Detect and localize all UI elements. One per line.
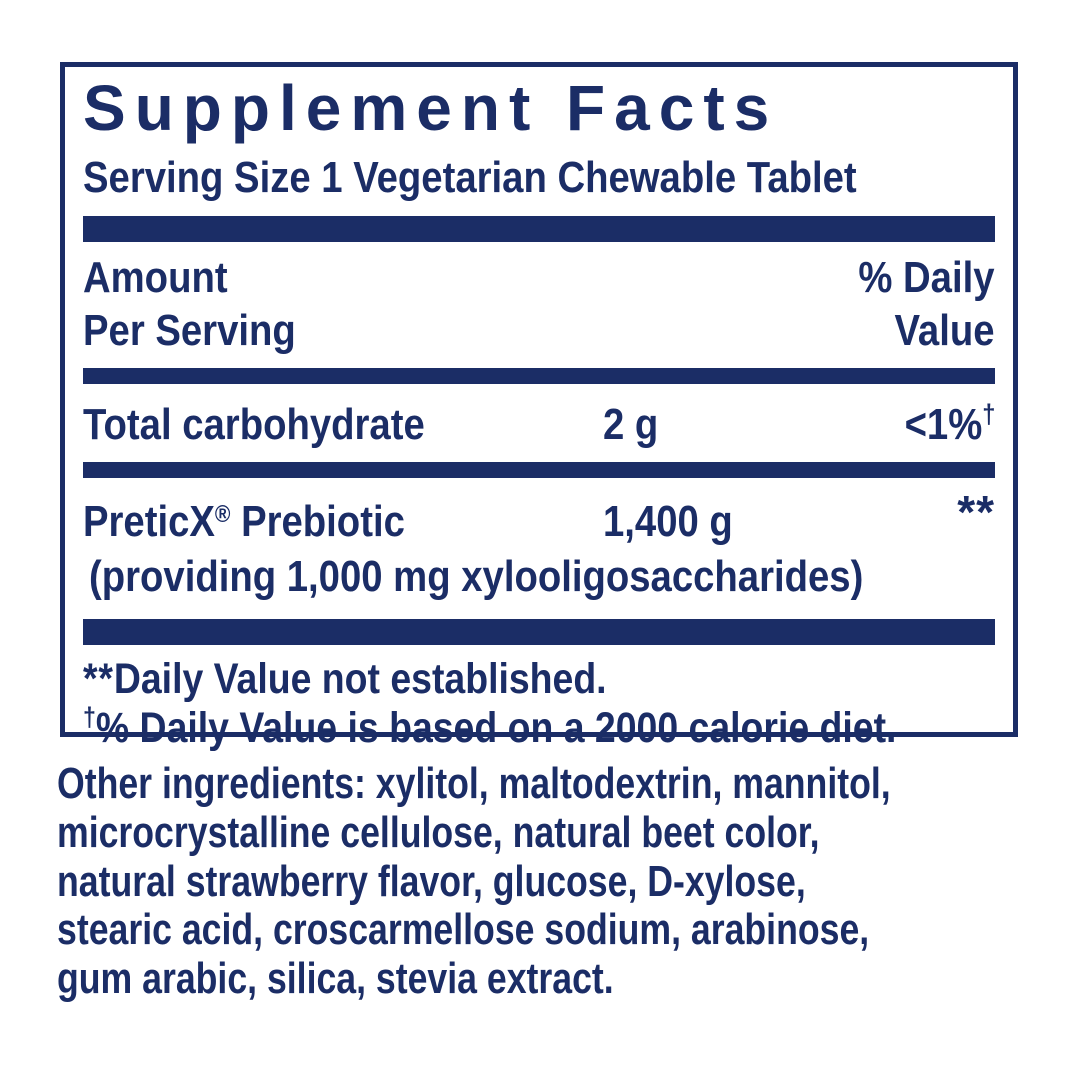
double-asterisk-mark: ** bbox=[83, 655, 114, 704]
amount-header-line1: Amount bbox=[83, 253, 228, 303]
divider-bar-thick-bottom bbox=[83, 619, 995, 646]
registered-trademark-mark: ® bbox=[214, 500, 231, 528]
supplement-facts-title: Supplement Facts bbox=[83, 72, 779, 144]
other-ingredients-paragraph: Other ingredients: xylitol, maltodextrin… bbox=[57, 759, 891, 1004]
daily-value-header: % Daily Value bbox=[859, 252, 995, 358]
dagger-mark: † bbox=[981, 397, 995, 429]
nutrient-amount-cell: 2 g bbox=[603, 399, 891, 449]
nutrient-name-cell: PreticX® Prebiotic bbox=[83, 496, 603, 546]
nutrient-name: PreticX® Prebiotic bbox=[83, 496, 405, 546]
amount-per-serving-header: Amount Per Serving bbox=[83, 252, 296, 358]
nutrient-dv: <1%† bbox=[904, 397, 995, 449]
footnote-text-wrap: **Daily Value not established. bbox=[83, 655, 607, 704]
nutrient-row-preticx: PreticX® Prebiotic 1,400 g ** bbox=[83, 488, 995, 546]
column-header-row: Amount Per Serving % Daily Value bbox=[83, 252, 995, 358]
nutrient-name: Total carbohydrate bbox=[83, 399, 425, 449]
footnote-text-wrap: †% Daily Value is based on a 2000 calori… bbox=[83, 702, 897, 753]
dagger-mark: † bbox=[83, 702, 96, 733]
dv-header-line1: % Daily bbox=[858, 253, 995, 303]
footnote-2000-calorie-diet: †% Daily Value is based on a 2000 calori… bbox=[83, 702, 995, 753]
dv-header-line2: Value bbox=[894, 305, 995, 355]
footnote-daily-value-not-established: **Daily Value not established. bbox=[83, 655, 995, 703]
nutrient-amount: 2 g bbox=[603, 399, 659, 449]
footnotes-block: **Daily Value not established. †% Daily … bbox=[83, 655, 995, 752]
nutrient-detail-line: (providing 1,000 mg xylooligosaccharides… bbox=[89, 555, 995, 599]
nutrient-row-preticx-wrap: PreticX® Prebiotic 1,400 g ** (providing… bbox=[83, 488, 995, 599]
divider-bar-thick-top bbox=[83, 216, 995, 243]
divider-bar-thin-2 bbox=[83, 461, 995, 478]
nutrient-amount: 1,400 g bbox=[603, 496, 733, 546]
serving-size-line: Serving Size 1 Vegetarian Chewable Table… bbox=[83, 156, 995, 200]
amount-header-line2: Per Serving bbox=[83, 305, 296, 355]
double-asterisk-mark: ** bbox=[957, 485, 995, 538]
nutrient-name-cell: Total carbohydrate bbox=[83, 399, 603, 449]
nutrient-dv-cell: ** bbox=[957, 488, 995, 545]
nutrient-amount-cell: 1,400 g bbox=[603, 496, 957, 546]
nutrient-dv-cell: <1%† bbox=[891, 397, 995, 449]
nutrient-row-total-carbohydrate: Total carbohydrate 2 g <1%† bbox=[83, 397, 995, 449]
serving-size-text: Serving Size 1 Vegetarian Chewable Table… bbox=[83, 153, 857, 203]
divider-bar-thin-1 bbox=[83, 367, 995, 384]
supplement-facts-panel: Supplement Facts Serving Size 1 Vegetari… bbox=[60, 62, 1018, 752]
nutrient-detail-text: (providing 1,000 mg xylooligosaccharides… bbox=[89, 552, 864, 602]
